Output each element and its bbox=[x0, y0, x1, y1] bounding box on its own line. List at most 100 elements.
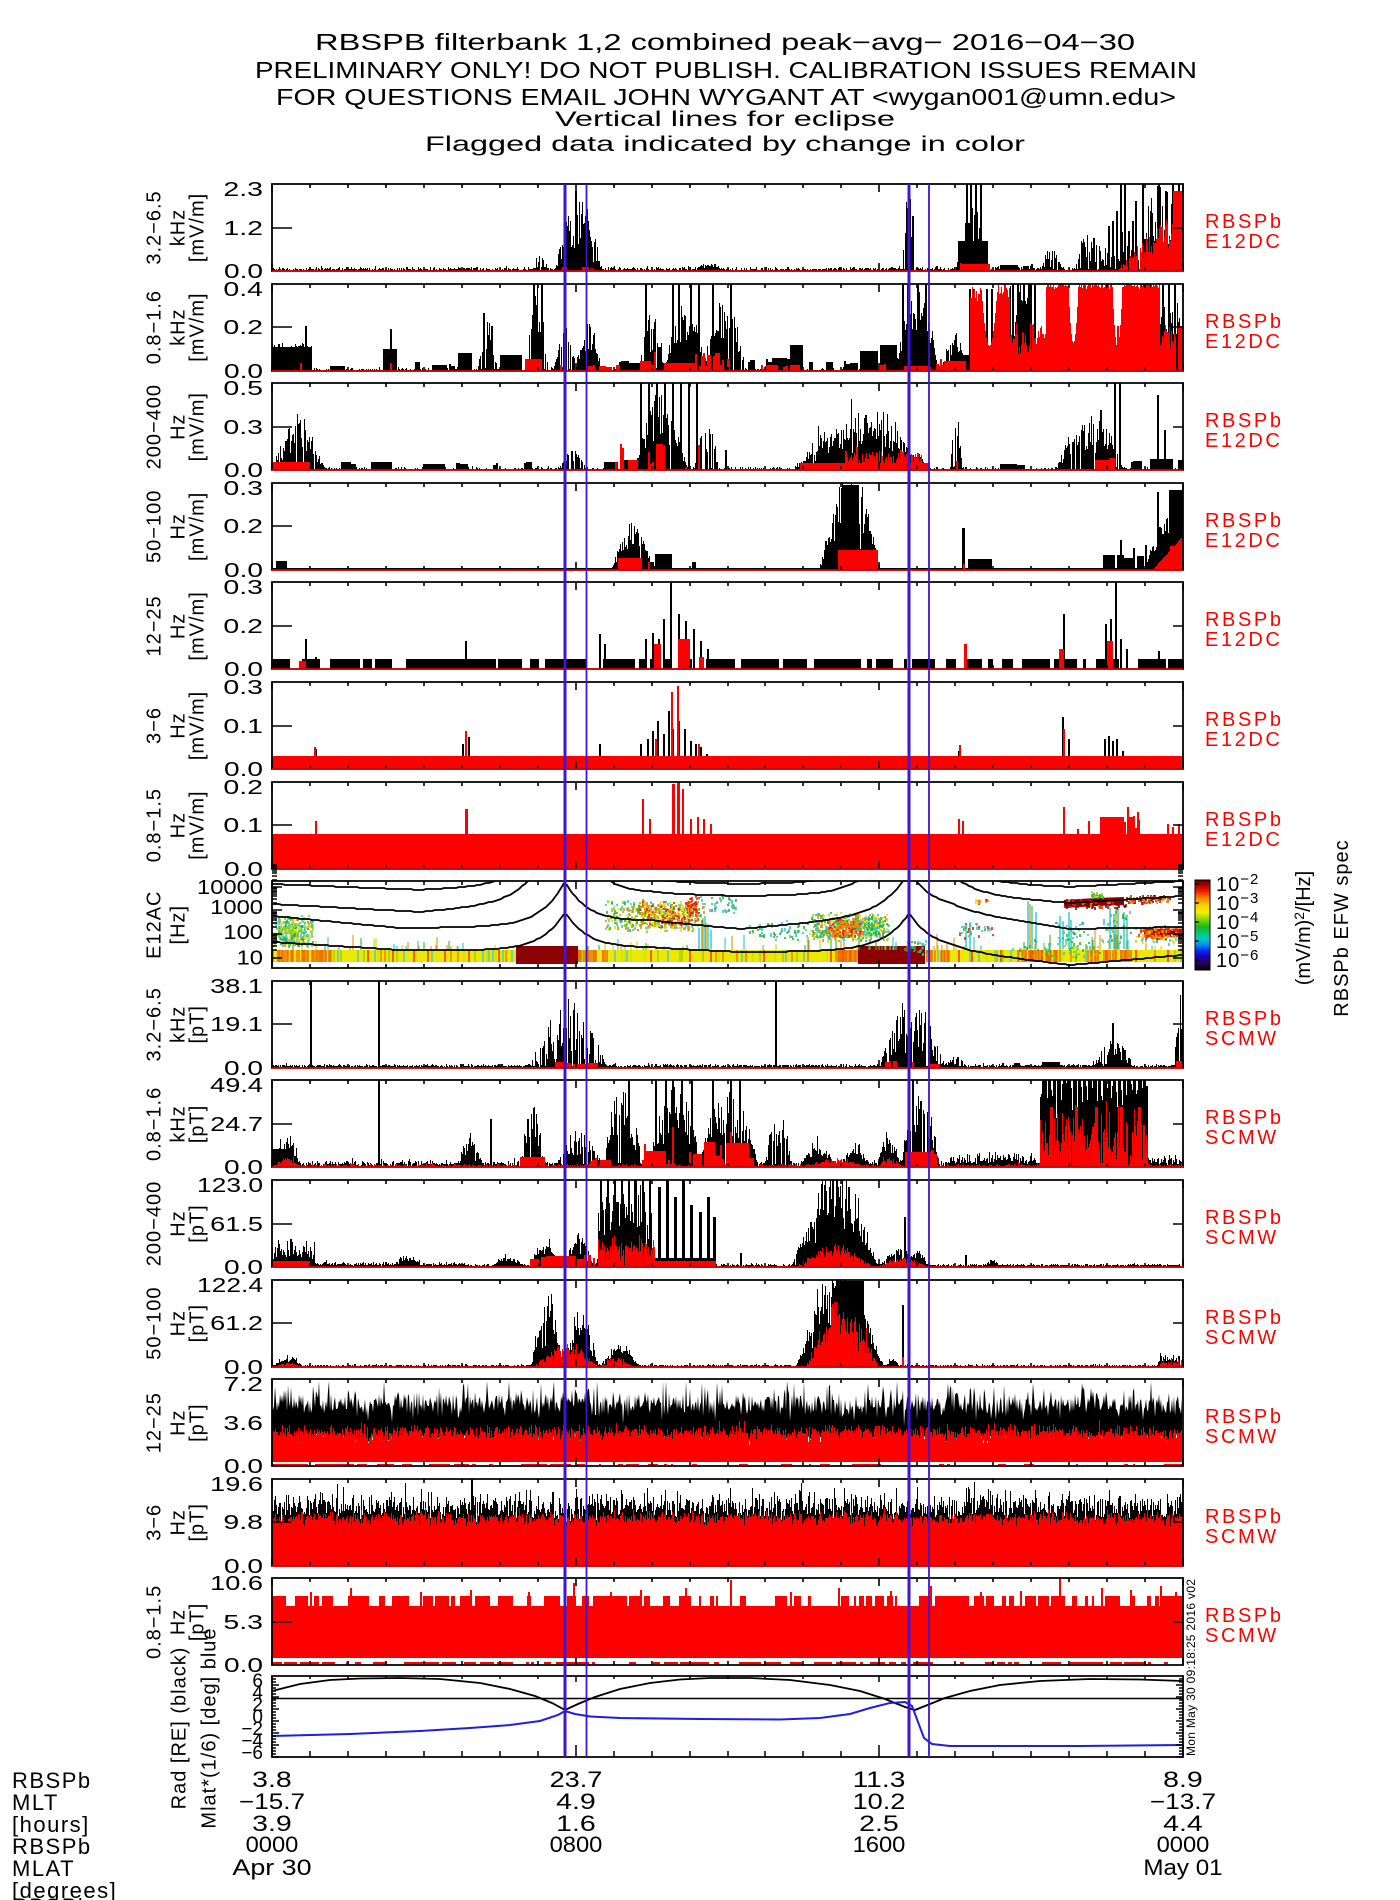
svg-text:1000: 1000 bbox=[210, 897, 263, 919]
svg-text:−2: −2 bbox=[241, 1719, 263, 1740]
svg-text:0.3: 0.3 bbox=[223, 478, 263, 500]
svg-text:Hz: Hz bbox=[167, 712, 189, 738]
svg-text:10.6: 10.6 bbox=[210, 1573, 263, 1595]
svg-text:0.0: 0.0 bbox=[224, 859, 263, 881]
svg-text:0.0: 0.0 bbox=[224, 659, 263, 681]
svg-text:5.3: 5.3 bbox=[223, 1612, 263, 1634]
svg-text:1.2: 1.2 bbox=[223, 218, 263, 240]
svg-text:Hz: Hz bbox=[167, 1609, 189, 1635]
svg-text:0.0: 0.0 bbox=[224, 759, 263, 781]
svg-text:0.3: 0.3 bbox=[223, 677, 263, 699]
svg-text:MLAT: MLAT bbox=[12, 1856, 75, 1881]
svg-text:10: 10 bbox=[237, 948, 263, 970]
svg-text:[pT]: [pT] bbox=[186, 1105, 208, 1143]
svg-text:Rad [RE] (black): Rad [RE] (black) bbox=[168, 1647, 190, 1810]
svg-text:kHz: kHz bbox=[167, 209, 189, 246]
svg-text:0: 0 bbox=[252, 1707, 263, 1728]
svg-text:61.2: 61.2 bbox=[210, 1313, 263, 1335]
svg-text:kHz: kHz bbox=[167, 308, 189, 345]
svg-text:4: 4 bbox=[252, 1683, 263, 1704]
svg-text:0.2: 0.2 bbox=[223, 317, 263, 339]
svg-text:2: 2 bbox=[252, 1695, 263, 1716]
svg-text:RBSPb: RBSPb bbox=[1205, 211, 1284, 233]
svg-text:RBSPb: RBSPb bbox=[12, 1768, 92, 1793]
svg-text:[pT]: [pT] bbox=[186, 1304, 208, 1342]
svg-text:RBSPb: RBSPb bbox=[1205, 709, 1284, 731]
svg-text:4.9: 4.9 bbox=[556, 1789, 596, 1814]
svg-text:[degrees]: [degrees] bbox=[12, 1878, 117, 1900]
svg-text:SCMW: SCMW bbox=[1205, 1426, 1279, 1448]
svg-text:kHz: kHz bbox=[167, 1006, 189, 1043]
svg-text:RBSPB filterbank 1,2 combined: RBSPB filterbank 1,2 combined peak−avg− … bbox=[315, 29, 1135, 55]
svg-text:[Hz]: [Hz] bbox=[167, 905, 189, 945]
svg-text:8.9: 8.9 bbox=[1163, 1767, 1203, 1792]
svg-text:[hours]: [hours] bbox=[12, 1812, 90, 1837]
svg-text:0.4: 0.4 bbox=[223, 279, 263, 301]
svg-text:0.3: 0.3 bbox=[223, 577, 263, 599]
svg-text:19.1: 19.1 bbox=[210, 1014, 263, 1036]
svg-text:0.0: 0.0 bbox=[224, 460, 263, 482]
svg-text:0.0: 0.0 bbox=[224, 261, 263, 283]
svg-text:[mV/m]: [mV/m] bbox=[186, 292, 208, 361]
svg-text:7.2: 7.2 bbox=[223, 1374, 263, 1396]
svg-text:0.5: 0.5 bbox=[223, 378, 263, 400]
svg-text:24.7: 24.7 bbox=[210, 1114, 263, 1136]
svg-text:0.8−1.6: 0.8−1.6 bbox=[143, 1087, 165, 1161]
svg-text:E12DC: E12DC bbox=[1205, 629, 1282, 651]
svg-text:0.0: 0.0 bbox=[224, 1058, 263, 1080]
svg-text:Hz: Hz bbox=[167, 1210, 189, 1236]
svg-text:0.0: 0.0 bbox=[224, 1456, 263, 1478]
svg-text:RBSPb: RBSPb bbox=[1205, 1307, 1284, 1329]
svg-text:RBSPb EFW spec: RBSPb EFW spec bbox=[1331, 839, 1353, 1016]
svg-text:4.4: 4.4 bbox=[1163, 1811, 1203, 1836]
svg-text:FOR QUESTIONS EMAIL JOHN WYGAN: FOR QUESTIONS EMAIL JOHN WYGANT AT <wyga… bbox=[276, 84, 1176, 110]
svg-text:1.6: 1.6 bbox=[556, 1811, 596, 1836]
svg-text:E12DC: E12DC bbox=[1205, 231, 1282, 253]
svg-text:Hz: Hz bbox=[167, 1409, 189, 1435]
svg-text:200−400: 200−400 bbox=[143, 384, 165, 469]
svg-text:Mlat*(1/6) [deg] blue: Mlat*(1/6) [deg] blue bbox=[198, 1627, 220, 1828]
svg-text:SCMW: SCMW bbox=[1205, 1526, 1279, 1548]
svg-text:RBSPb: RBSPb bbox=[1205, 311, 1284, 333]
svg-text:49.4: 49.4 bbox=[210, 1075, 263, 1097]
svg-text:[mV/m]: [mV/m] bbox=[186, 392, 208, 461]
svg-text:E12DC: E12DC bbox=[1205, 530, 1282, 552]
svg-text:Hz: Hz bbox=[167, 413, 189, 439]
svg-text:38.1: 38.1 bbox=[210, 976, 263, 998]
svg-text:RBSPb: RBSPb bbox=[1205, 1008, 1284, 1030]
svg-text:RBSPb: RBSPb bbox=[1205, 410, 1284, 432]
svg-text:SCMW: SCMW bbox=[1205, 1625, 1279, 1647]
svg-text:[pT]: [pT] bbox=[186, 1603, 208, 1641]
svg-text:3.8: 3.8 bbox=[252, 1767, 292, 1792]
svg-text:[mV/m]: [mV/m] bbox=[186, 193, 208, 262]
svg-text:[pT]: [pT] bbox=[186, 1403, 208, 1441]
svg-text:Hz: Hz bbox=[167, 1509, 189, 1535]
svg-text:RBSPb: RBSPb bbox=[12, 1834, 92, 1859]
svg-text:3.9: 3.9 bbox=[252, 1811, 292, 1836]
svg-text:E12DC: E12DC bbox=[1205, 829, 1282, 851]
svg-text:0.2: 0.2 bbox=[223, 516, 263, 538]
svg-text:50−100: 50−100 bbox=[143, 1286, 165, 1359]
svg-text:0.0: 0.0 bbox=[224, 1556, 263, 1578]
svg-text:(mV/m)2/[Hz]: (mV/m)2/[Hz] bbox=[1291, 871, 1315, 985]
svg-text:0.0: 0.0 bbox=[224, 560, 263, 582]
svg-text:10000: 10000 bbox=[197, 877, 263, 899]
svg-text:1600: 1600 bbox=[853, 1832, 906, 1857]
svg-text:3.2−6.5: 3.2−6.5 bbox=[143, 190, 165, 264]
svg-text:SCMW: SCMW bbox=[1205, 1227, 1279, 1249]
svg-text:SCMW: SCMW bbox=[1205, 1127, 1279, 1149]
svg-text:50−100: 50−100 bbox=[143, 490, 165, 563]
svg-text:Mon May 30 09:18:25 2016 v02: Mon May 30 09:18:25 2016 v02 bbox=[1184, 1579, 1198, 1756]
svg-text:RBSPb: RBSPb bbox=[1205, 1107, 1284, 1129]
svg-text:61.5: 61.5 bbox=[210, 1214, 263, 1236]
svg-text:SCMW: SCMW bbox=[1205, 1327, 1279, 1349]
svg-text:12−25: 12−25 bbox=[143, 1392, 165, 1453]
svg-text:0.0: 0.0 bbox=[224, 1357, 263, 1379]
svg-text:2.5: 2.5 bbox=[859, 1811, 899, 1836]
svg-text:12−25: 12−25 bbox=[143, 595, 165, 656]
svg-text:E12AC: E12AC bbox=[143, 891, 165, 959]
svg-text:0.1: 0.1 bbox=[223, 716, 263, 738]
svg-text:11.3: 11.3 bbox=[853, 1767, 906, 1792]
svg-text:MLT: MLT bbox=[12, 1790, 59, 1815]
svg-text:0.3: 0.3 bbox=[223, 417, 263, 439]
